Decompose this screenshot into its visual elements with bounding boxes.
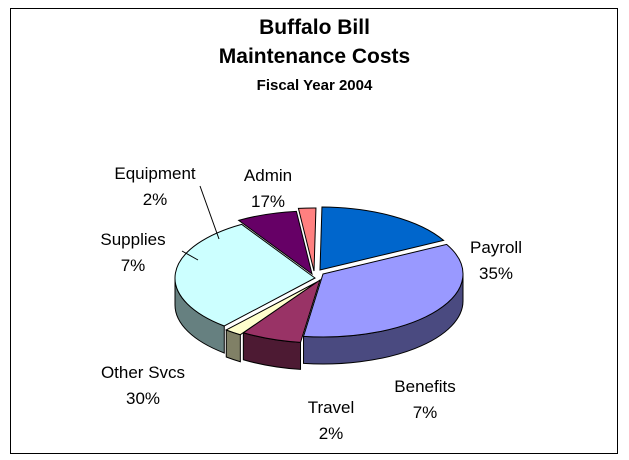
- pie-leader-lines: [181, 185, 220, 261]
- label-value-supplies: 7%: [121, 256, 146, 275]
- label-name-benefits: Benefits: [394, 377, 455, 396]
- pie-slice-payroll: [302, 243, 464, 338]
- label-name-payroll: Payroll: [470, 238, 522, 257]
- leader-line-equipment: [199, 185, 220, 240]
- chart-subtitle: Maintenance Costs: [218, 45, 411, 68]
- chart-title: Buffalo Bill: [259, 16, 370, 39]
- label-value-admin: 17%: [251, 192, 285, 211]
- pie-tops: [174, 206, 464, 343]
- label-value-payroll: 35%: [479, 264, 513, 283]
- pie-side-travel: [225, 329, 241, 363]
- pie-labels: Payroll 35% Benefits 7% Travel 2% Other Svcs 30…: [100, 164, 522, 443]
- label-name-travel: Travel: [308, 398, 355, 417]
- label-name-admin: Admin: [244, 166, 292, 185]
- label-value-travel: 2%: [319, 424, 344, 443]
- pie-slice-equipment: [297, 207, 317, 272]
- pie-slice-supplies: [237, 210, 313, 276]
- chart-subtitle-year: Fiscal Year 2004: [256, 77, 373, 94]
- pie-slice-admin: [319, 206, 445, 271]
- label-name-other-svcs: Other Svcs: [101, 363, 185, 382]
- label-name-supplies: Supplies: [100, 230, 165, 249]
- leader-line-supplies: [181, 250, 199, 261]
- label-value-other-svcs: 30%: [126, 389, 160, 408]
- label-value-benefits: 7%: [413, 403, 438, 422]
- label-value-equipment: 2%: [143, 190, 168, 209]
- label-name-equipment: Equipment: [114, 164, 196, 183]
- pie-slice-travel: [225, 281, 318, 336]
